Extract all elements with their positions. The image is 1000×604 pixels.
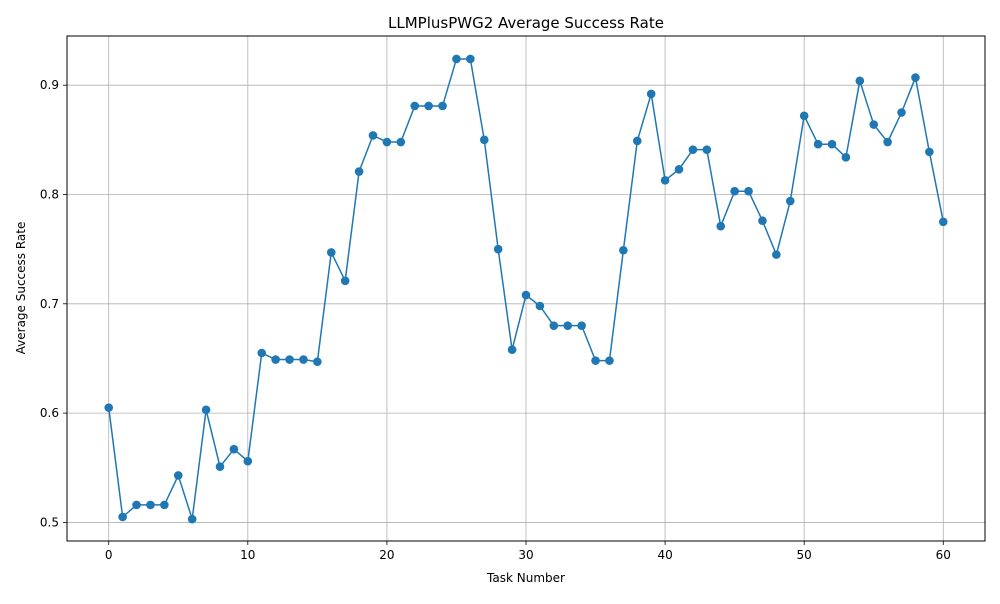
y-tick-label: 0.7	[40, 297, 59, 311]
data-point	[827, 139, 837, 149]
grid-lines	[67, 36, 985, 541]
data-point	[424, 101, 433, 111]
data-point	[605, 356, 614, 365]
x-tick-label: 30	[518, 548, 533, 562]
x-tick-label: 10	[240, 548, 255, 562]
chart-title: LLMPlusPWG2 Average Success Rate	[388, 14, 664, 32]
data-point	[215, 462, 225, 471]
data-point	[410, 101, 420, 111]
x-tick-label: 40	[657, 548, 672, 562]
y-tick-label: 0.9	[40, 78, 59, 92]
data-point	[229, 444, 239, 454]
data-point	[507, 345, 517, 355]
data-point	[813, 139, 823, 149]
x-tick-label: 0	[105, 548, 113, 562]
data-point	[883, 137, 892, 147]
data-point	[313, 357, 322, 367]
data-point	[396, 137, 406, 147]
y-axis-label: Average Success Rate	[14, 222, 28, 355]
data-point	[758, 216, 767, 226]
data-point	[354, 167, 364, 176]
data-point	[563, 321, 573, 330]
data-point	[299, 355, 308, 364]
data-point	[688, 145, 698, 154]
data-point	[173, 471, 183, 480]
data-point	[646, 89, 656, 99]
x-tick-label: 60	[936, 548, 951, 562]
x-tick-label: 50	[797, 548, 812, 562]
data-point	[104, 403, 114, 412]
data-point	[535, 301, 545, 311]
data-point	[674, 165, 684, 174]
data-point	[160, 500, 169, 510]
data-point	[869, 120, 879, 129]
data-point	[897, 108, 906, 117]
data-point	[243, 456, 253, 466]
data-point	[132, 500, 141, 510]
data-point	[118, 512, 127, 522]
data-point	[271, 355, 280, 364]
series-layer	[104, 54, 948, 524]
data-point	[340, 276, 350, 286]
data-point	[702, 145, 712, 154]
data-point	[744, 186, 753, 196]
data-point	[187, 514, 197, 524]
data-point	[619, 245, 628, 255]
data-point	[660, 175, 670, 185]
data-point	[285, 355, 294, 364]
data-point	[730, 186, 739, 196]
data-point	[841, 153, 851, 162]
data-point	[382, 137, 392, 147]
data-point	[201, 405, 211, 415]
y-tick-label: 0.5	[40, 515, 59, 529]
data-point	[632, 136, 642, 146]
data-point	[466, 54, 475, 64]
data-point	[438, 101, 447, 111]
axis-ticks: 0 10 20 30 40 50 60 0.5 0.6 0.7 0.8 0.9	[40, 78, 951, 562]
data-point	[521, 290, 531, 300]
data-point	[716, 221, 726, 231]
data-point	[368, 131, 378, 140]
data-point	[591, 356, 600, 365]
data-point	[479, 135, 489, 145]
data-point	[452, 54, 461, 64]
y-tick-label: 0.8	[40, 187, 59, 201]
data-point	[799, 111, 809, 121]
data-point	[785, 196, 795, 206]
data-point	[855, 76, 865, 86]
data-point	[146, 500, 155, 510]
x-tick-label: 20	[379, 548, 394, 562]
data-point	[257, 348, 267, 358]
data-point	[911, 73, 920, 82]
x-axis-label: Task Number	[486, 571, 565, 585]
data-point	[577, 321, 586, 330]
data-point	[772, 250, 781, 259]
data-point	[326, 248, 336, 257]
data-point	[493, 244, 503, 254]
data-point	[925, 147, 934, 157]
data-point	[938, 217, 948, 227]
y-tick-label: 0.6	[40, 406, 59, 420]
data-point	[549, 321, 559, 330]
